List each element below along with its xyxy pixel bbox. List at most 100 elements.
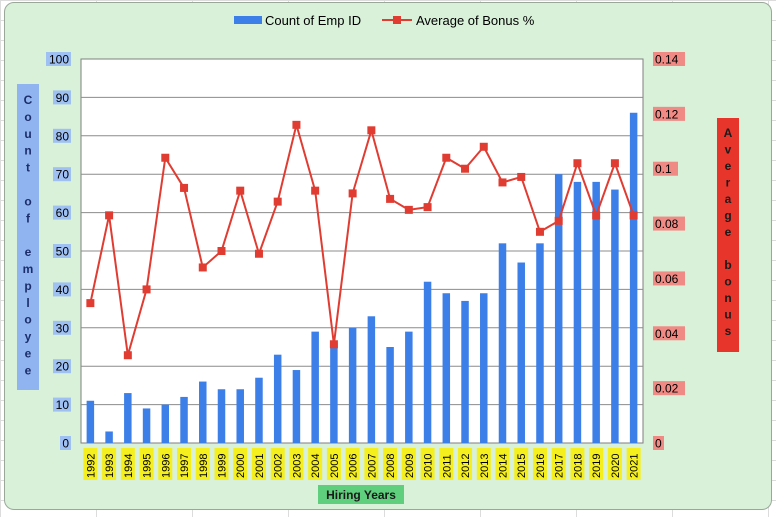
left-axis-ticks: 0 10 20 30 40 50 60 70 80 90 100 (46, 52, 71, 451)
x-label-bg (626, 448, 641, 480)
x-axis-title-text: Hiring Years (326, 488, 396, 502)
x-axis-labels: 1992 1993 1994 1995 1996 1997 1998 1999 2000 2001… (83, 448, 641, 480)
x-label-2013: 2013 (479, 454, 491, 478)
x-label-bg (270, 448, 285, 480)
bonus-point-2008 (386, 194, 395, 203)
x-label-2011: 2011 (441, 454, 453, 478)
left-tick-label: 0 (62, 437, 69, 451)
left-tick-label: 30 (56, 321, 70, 335)
x-label-bg (514, 448, 529, 480)
x-label-bg (589, 448, 604, 480)
right-axis-ticks: 0 0.02 0.04 0.06 0.08 0.1 0.12 0.14 (653, 52, 685, 451)
right-tick-label: 0.06 (655, 272, 679, 286)
x-label-1992: 1992 (85, 454, 97, 478)
x-label-2021: 2021 (629, 454, 641, 478)
left-tick-bg (46, 52, 71, 66)
bonus-point-2021 (629, 211, 638, 220)
bar-1995 (142, 408, 151, 443)
x-title-box (318, 485, 404, 504)
left-tick-bg (53, 282, 71, 297)
right-tick-bg (653, 106, 685, 121)
bonus-point-2013 (479, 142, 488, 151)
x-label-2007: 2007 (366, 454, 378, 478)
x-label-bg (308, 448, 323, 480)
right-tick-label: 0.02 (655, 382, 679, 396)
x-label-bg (401, 448, 416, 480)
bonus-point-2001 (254, 249, 263, 258)
x-label-2018: 2018 (572, 454, 584, 478)
x-axis-title: Hiring Years (318, 485, 404, 504)
bonus-point-2010 (423, 203, 432, 212)
x-label-2003: 2003 (291, 454, 303, 478)
bar-1994 (124, 393, 132, 443)
left-tick-bg (53, 90, 71, 105)
x-label-2005: 2005 (329, 454, 341, 478)
left-tick-bg (53, 244, 71, 258)
bonus-point-2005 (329, 340, 338, 349)
bar-2003 (292, 370, 301, 443)
right-tick-bg (653, 436, 664, 450)
left-tick-label: 90 (56, 91, 70, 105)
x-label-bg (458, 448, 473, 480)
x-label-1996: 1996 (160, 454, 172, 478)
x-label-2015: 2015 (516, 454, 528, 478)
x-label-2002: 2002 (273, 454, 285, 478)
right-tick-bg (653, 326, 685, 341)
right-tick-bg (653, 271, 685, 286)
bonus-point-1993 (105, 211, 114, 220)
bar-2007 (367, 316, 376, 443)
x-label-bg (233, 448, 248, 480)
x-label-2016: 2016 (535, 454, 547, 478)
bar-2002 (273, 354, 282, 443)
left-tick-label: 100 (49, 53, 69, 67)
bonus-point-2011 (442, 153, 451, 162)
x-label-2017: 2017 (554, 454, 566, 478)
right-tick-label: 0.08 (655, 217, 679, 231)
bar-2011 (442, 293, 451, 443)
bar-2006 (348, 327, 357, 443)
x-label-bg (364, 448, 379, 480)
left-tick-label: 80 (56, 129, 70, 143)
x-label-bg (289, 448, 304, 480)
left-tick-label: 50 (56, 245, 70, 259)
right-tick-label: 0.14 (655, 53, 679, 67)
left-tick-label: 70 (56, 168, 70, 182)
y-right-title-box (717, 118, 739, 352)
right-tick-bg (653, 216, 685, 231)
bonus-point-1994 (123, 351, 132, 360)
x-label-bg (420, 448, 435, 480)
left-tick-bg (53, 128, 71, 143)
left-tick-label: 10 (56, 398, 70, 412)
bar-1998 (199, 381, 207, 443)
x-label-bg (139, 448, 154, 480)
bonus-point-2006 (348, 189, 357, 198)
legend-label-count: Count of Emp ID (265, 13, 361, 28)
x-label-2010: 2010 (423, 454, 435, 478)
right-tick-bg (653, 381, 685, 396)
bar-2015 (517, 262, 525, 443)
x-label-2012: 2012 (460, 454, 472, 478)
bar-2013 (480, 293, 488, 443)
bar-2020 (611, 189, 619, 443)
x-label-2004: 2004 (310, 454, 322, 478)
x-label-2019: 2019 (591, 454, 603, 478)
x-label-1994: 1994 (123, 454, 135, 478)
x-label-2006: 2006 (348, 454, 360, 478)
x-label-bg (251, 448, 266, 480)
bonus-point-2007 (367, 126, 376, 135)
x-label-bg (195, 448, 210, 480)
bar-2012 (461, 300, 469, 443)
x-label-1997: 1997 (179, 454, 191, 478)
x-label-2000: 2000 (235, 454, 247, 478)
bonus-point-2014 (498, 178, 507, 187)
bar-2018 (573, 181, 582, 443)
x-label-bg (607, 448, 622, 480)
x-label-bg (326, 448, 341, 480)
bar-2010 (423, 281, 432, 443)
x-label-2009: 2009 (404, 454, 416, 478)
bonus-point-1998 (198, 263, 207, 272)
legend: Count of Emp ID Average of Bonus % (234, 13, 535, 28)
bonus-point-2015 (517, 172, 526, 181)
bonus-point-2017 (554, 216, 563, 225)
bar-2017 (554, 174, 563, 443)
